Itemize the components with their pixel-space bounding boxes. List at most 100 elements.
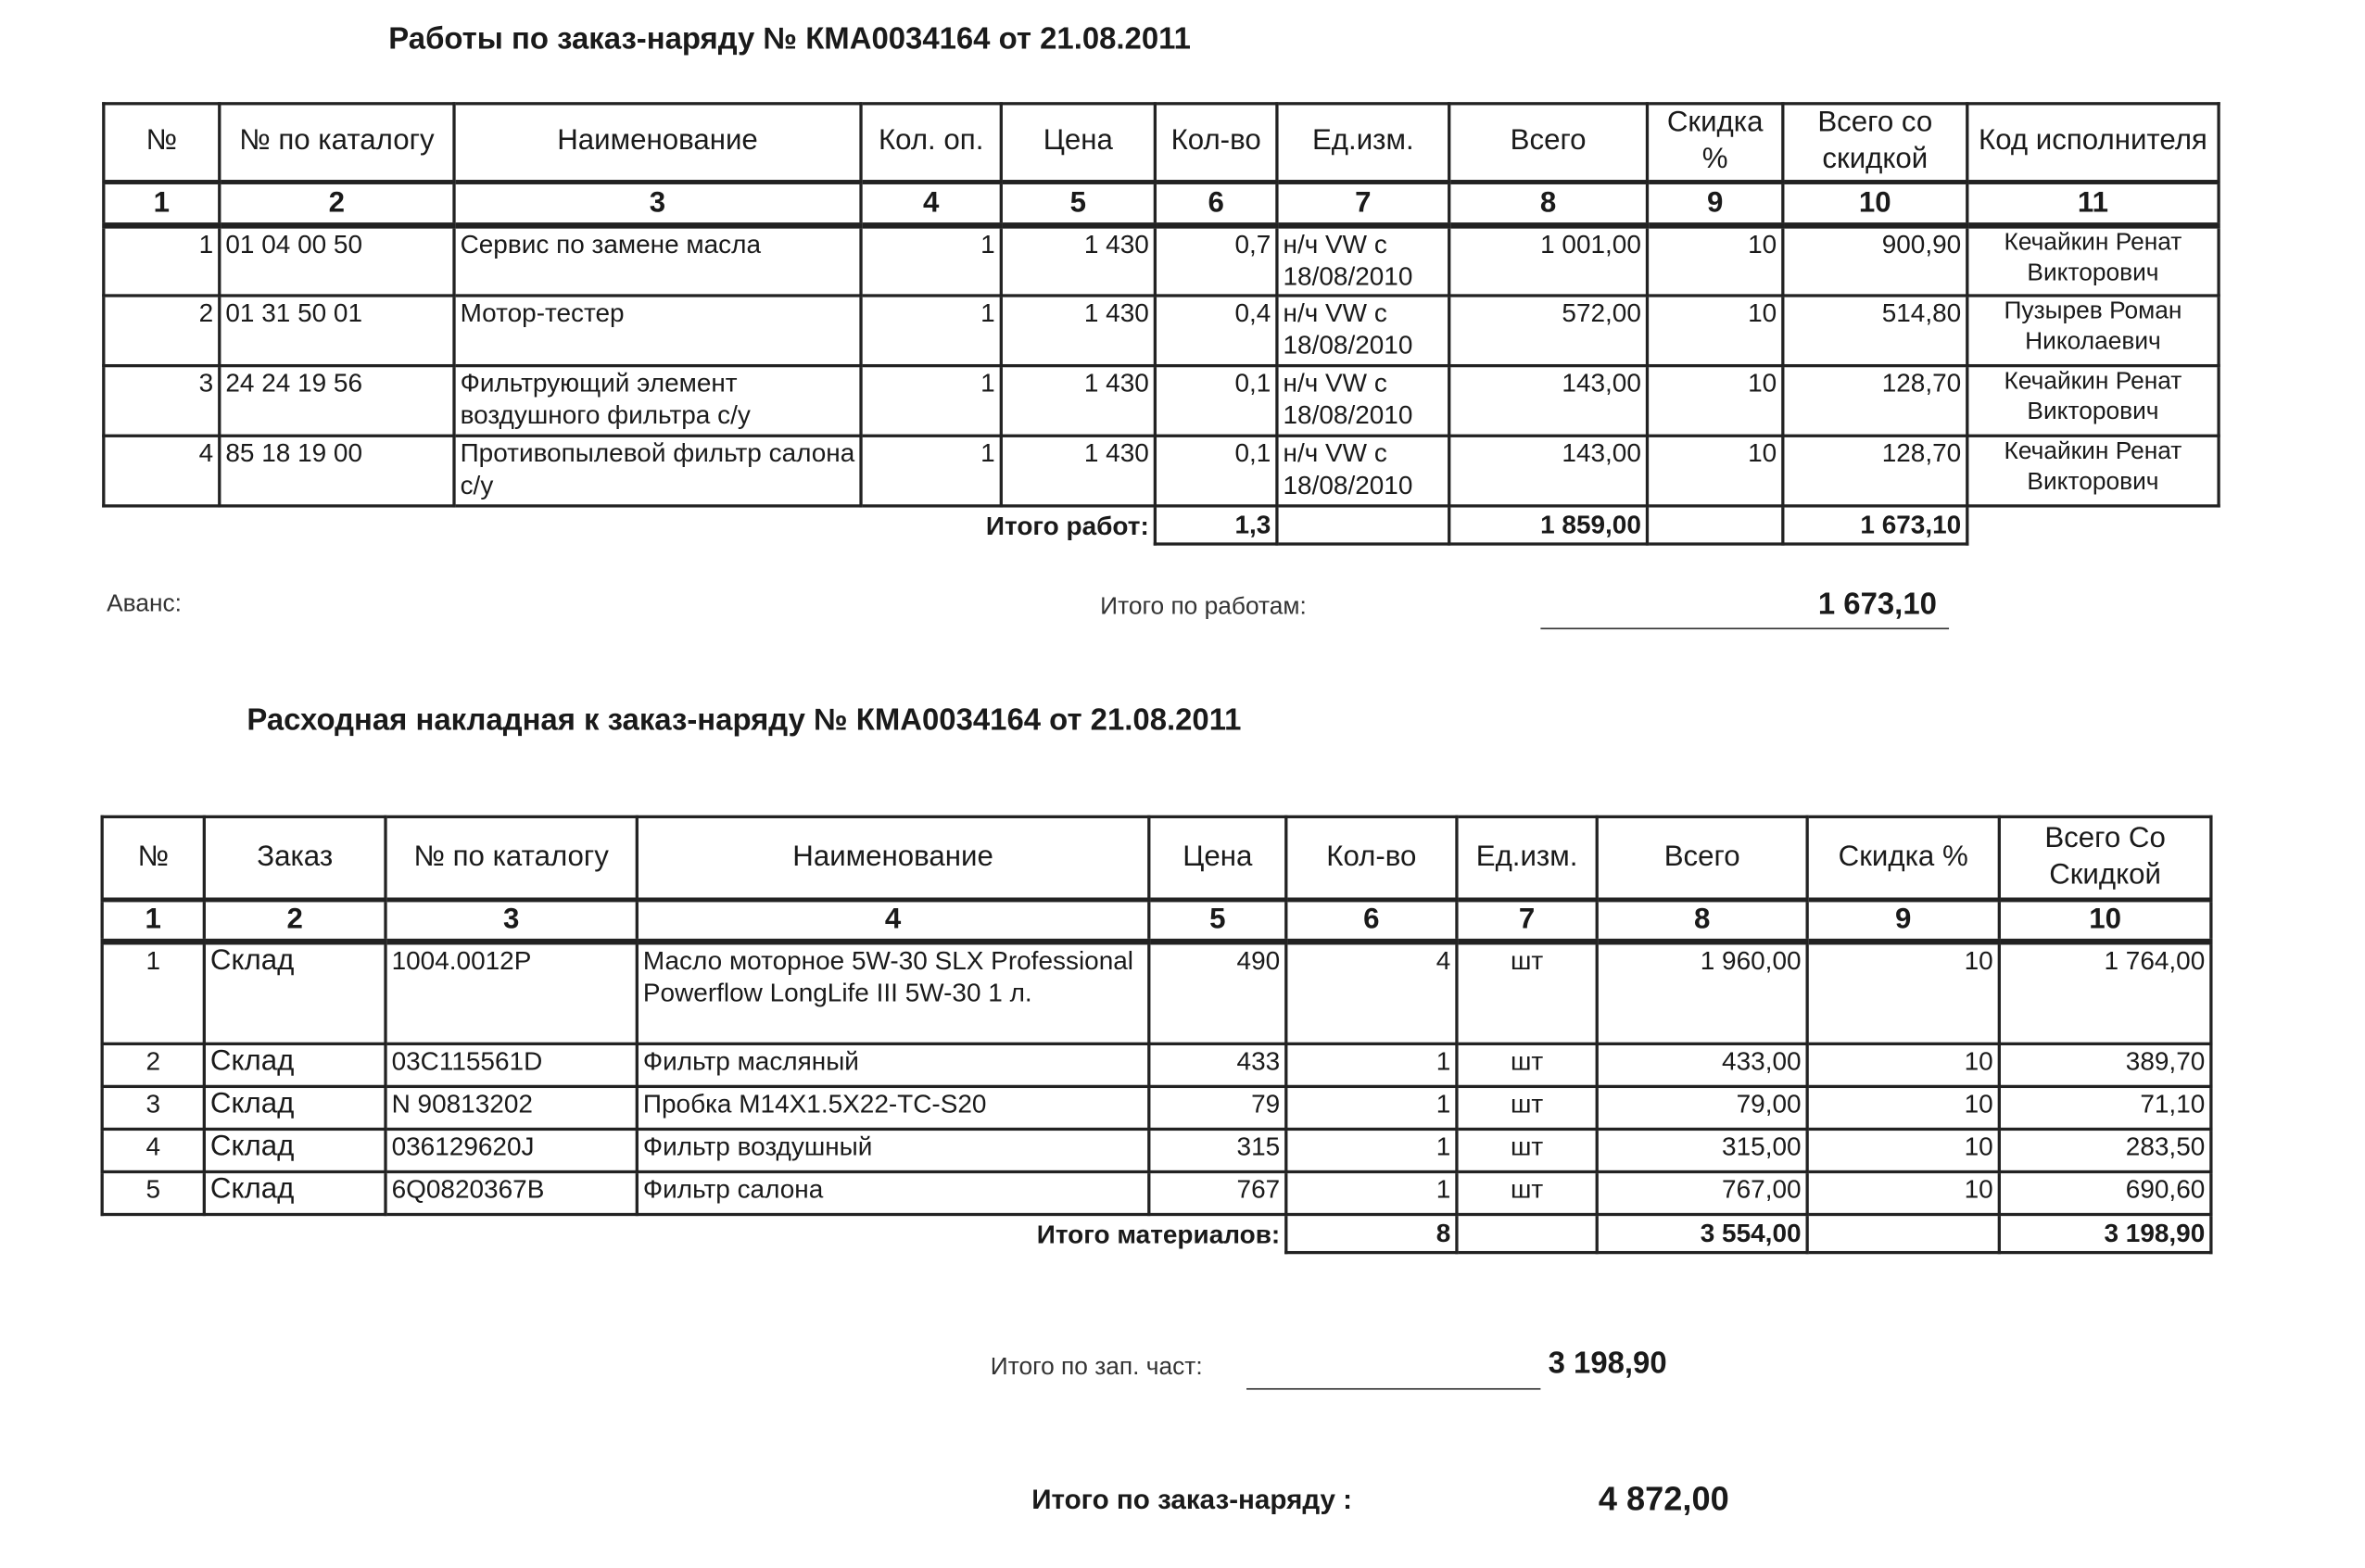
column-header: Кол-во (1284, 815, 1459, 902)
column-header: Цена (1147, 815, 1288, 902)
cell: 389,70 (1997, 1042, 2213, 1089)
cell: Склад (202, 1170, 387, 1217)
cell: 1 430 (999, 223, 1157, 297)
cell: шт (1455, 940, 1599, 1045)
column-number: 5 (999, 180, 1157, 229)
table-row: 4 Склад 036129620J Фильтр воздушный 315 1 шт 31… (100, 1127, 2213, 1174)
parts-summary-underline (1246, 1387, 1541, 1390)
cell: 10 (1805, 1170, 2001, 1217)
cell: Фильтрующий элемент воздушного фильтра с… (452, 363, 863, 437)
cell: 0,1 (1153, 434, 1279, 508)
works-summary-underline (1540, 627, 1950, 630)
column-header: Наименование (452, 102, 863, 184)
cell: 79,00 (1595, 1084, 1809, 1132)
cell: Фильтр масляный (635, 1042, 1151, 1089)
cell: N 90813202 (384, 1084, 639, 1132)
cell: 1 (1284, 1042, 1459, 1089)
cell: шт (1455, 1084, 1599, 1132)
cell: 128,70 (1781, 434, 1969, 508)
cell: 0,4 (1153, 294, 1279, 368)
cell: 0,1 (1153, 363, 1279, 437)
header-row: № № по каталогу Наименование Кол. оп. Цена Ко… (102, 102, 2220, 184)
cell: 3 (102, 363, 221, 437)
column-number: 3 (384, 897, 639, 945)
table-row: 2 Склад 03C115561D Фильтр масляный 433 1 шт 433… (100, 1042, 2213, 1089)
cell: н/ч VW с 18/08/2010 (1275, 434, 1451, 508)
cell: 767,00 (1595, 1170, 1809, 1217)
advance-label: Аванс: (107, 590, 182, 617)
cell: 10 (1805, 940, 2001, 1045)
cell: 283,50 (1997, 1127, 2213, 1174)
cell: 10 (1805, 1084, 2001, 1132)
cell: н/ч VW с 18/08/2010 (1275, 294, 1451, 368)
totals-label: Итого работ: (985, 511, 1149, 540)
cell: 1 960,00 (1595, 940, 1809, 1045)
cell: 1 (1284, 1084, 1459, 1132)
materials-table: № Заказ № по каталогу Наименование Цена Кол-в… (100, 815, 2213, 1255)
cell: 1 764,00 (1997, 940, 2213, 1045)
column-header: Код исполнителя (1966, 102, 2220, 184)
cell: Фильтр воздушный (635, 1127, 1151, 1174)
table-row: 5 Склад 6Q0820367B Фильтр салона 767 1 шт 767,0… (100, 1170, 2213, 1217)
column-number: 4 (859, 180, 1003, 229)
cell: шт (1455, 1170, 1599, 1217)
totals-row: Итого материалов: 8 3 554,00 3 198,90 (102, 1212, 2213, 1255)
cell: 1 001,00 (1448, 223, 1650, 297)
cell: 315 (1147, 1127, 1288, 1174)
cell: 128,70 (1781, 363, 1969, 437)
parts-summary-value: 3 198,90 (1548, 1347, 1667, 1381)
column-number: 2 (218, 180, 456, 229)
column-header: Ед.изм. (1455, 815, 1599, 902)
column-header: Всего (1595, 815, 1809, 902)
cell: 1 (859, 434, 1003, 508)
cell: н/ч VW с 18/08/2010 (1275, 223, 1451, 297)
column-number: 8 (1448, 180, 1650, 229)
cell: Мотор-тестер (452, 294, 863, 368)
totals-row: Итого работ: 1,3 1 859,00 1 673,10 (104, 504, 2219, 546)
cell: Склад (202, 1127, 387, 1174)
column-header: № (102, 102, 221, 184)
cell: Склад (202, 1042, 387, 1089)
column-header: Всего (1448, 102, 1650, 184)
works-summary-value: 1 673,10 (1817, 588, 1937, 622)
cell: 10 (1805, 1127, 2001, 1174)
totals-label: Итого материалов: (1036, 1220, 1281, 1249)
table-row: 4 85 18 19 00 Противопылевой фильтр салона… (102, 434, 2220, 508)
cell: 1 (1284, 1127, 1459, 1174)
column-number: 6 (1284, 897, 1459, 945)
table-row: 1 01 04 00 50 Сервис по замене масла 1 1 430… (102, 223, 2220, 297)
works-summary-label: Итого по работам: (1100, 594, 1307, 621)
cell: 10 (1645, 363, 1785, 437)
cell: 6Q0820367B (384, 1170, 639, 1217)
column-number: 9 (1805, 897, 2001, 945)
cell: 2 (102, 294, 221, 368)
works-title: Работы по заказ-наряду № КМА0034164 от 2… (388, 22, 1191, 57)
cell: Фильтр салона (635, 1170, 1151, 1217)
cell: 1 (859, 294, 1003, 368)
cell: Кечайкин Ренат Викторович (1966, 223, 2220, 297)
cell: 10 (1645, 223, 1785, 297)
totals-empty (1645, 504, 1785, 546)
totals-total: 1 859,00 (1448, 504, 1650, 546)
column-number: 11 (1966, 180, 2220, 229)
totals-total-discount: 3 198,90 (1997, 1212, 2213, 1255)
cell: 1 430 (999, 294, 1157, 368)
parts-summary-label: Итого по зап. част: (990, 1354, 1203, 1381)
totals-empty (1275, 504, 1451, 546)
totals-empty (1805, 1212, 2001, 1255)
column-number: 10 (1781, 180, 1969, 229)
cell: шт (1455, 1127, 1599, 1174)
cell: Сервис по замене масла (452, 223, 863, 297)
cell: 1 (859, 223, 1003, 297)
column-header: Заказ (202, 815, 387, 902)
column-number: 9 (1645, 180, 1785, 229)
cell: шт (1455, 1042, 1599, 1089)
works-table: № № по каталогу Наименование Кол. оп. Цена Ко… (102, 102, 2220, 546)
cell: н/ч VW с 18/08/2010 (1275, 363, 1451, 437)
table-row: 3 24 24 19 56 Фильтрующий элемент воздушно… (102, 363, 2220, 437)
column-number-row: 1 2 3 4 5 6 7 8 9 10 (100, 897, 2213, 945)
cell: 1 (1284, 1170, 1459, 1217)
column-header: Всего Со Скидкой (1997, 815, 2213, 902)
cell: 4 (102, 434, 221, 508)
order-summary-label: Итого по заказ-наряду : (1031, 1484, 1353, 1515)
